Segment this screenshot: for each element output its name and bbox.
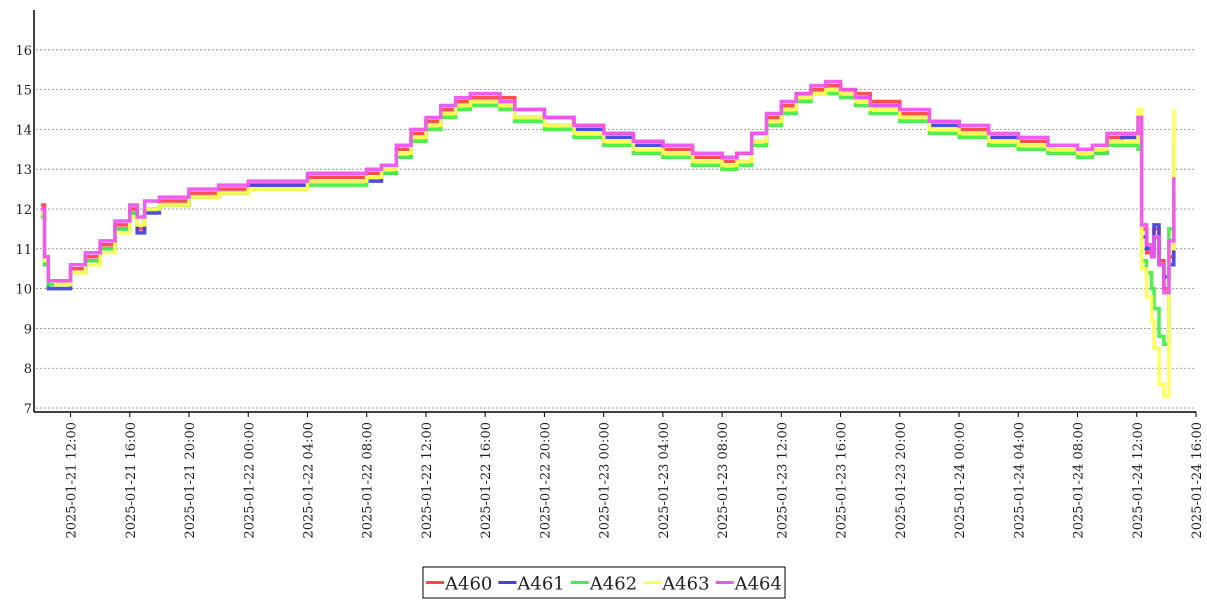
y-tick-label: 7 (24, 402, 32, 417)
x-tick-label: 2025-01-22 08:00 (361, 422, 376, 539)
y-tick-label: 11 (15, 243, 32, 258)
x-tick-label: 2025-01-24 08:00 (1072, 422, 1087, 539)
x-tick-label: 2025-01-22 04:00 (301, 422, 316, 539)
x-tick-label: 2025-01-23 16:00 (835, 422, 850, 539)
legend-label: A463 (661, 574, 709, 595)
x-tick-label: 2025-01-23 20:00 (894, 422, 909, 539)
x-tick-label: 2025-01-22 16:00 (479, 422, 494, 539)
series-line-a464 (40, 79, 1176, 295)
x-tick-label: 2025-01-21 16:00 (124, 422, 139, 539)
x-tick-label: 2025-01-23 00:00 (598, 422, 613, 539)
y-tick-label: 13 (15, 163, 32, 178)
series-line-a460 (40, 83, 1176, 291)
x-tick-label: 2025-01-23 04:00 (657, 422, 672, 539)
y-tick-label: 15 (15, 84, 32, 99)
y-tick-label: 12 (15, 203, 32, 218)
legend: A460 A461 A462 A463 A464 (422, 566, 786, 599)
x-tick-label: 2025-01-23 08:00 (716, 422, 731, 539)
y-tick-label: 10 (15, 283, 32, 298)
x-tick-label: 2025-01-22 00:00 (242, 422, 257, 539)
axes (33, 10, 1196, 413)
y-tick-label: 16 (15, 44, 32, 59)
gridlines (36, 49, 1196, 409)
legend-label: A464 (734, 574, 782, 595)
y-tick-label: 8 (24, 362, 32, 377)
series-line-a462 (40, 91, 1176, 347)
series-lines (40, 79, 1176, 398)
x-tick-label: 2025-01-24 16:00 (1190, 422, 1205, 539)
x-axis-ticks: 2025-01-21 12:00 2025-01-21 16:00 2025-01-… (65, 412, 1205, 539)
legend-label: A462 (589, 574, 637, 595)
y-axis-ticks: 7 8 9 10 11 12 13 14 15 16 (15, 44, 32, 417)
x-tick-label: 2025-01-24 00:00 (953, 422, 968, 539)
x-tick-label: 2025-01-23 12:00 (775, 422, 790, 539)
x-tick-label: 2025-01-22 20:00 (538, 422, 553, 539)
x-tick-label: 2025-01-21 12:00 (65, 422, 80, 539)
x-tick-label: 2025-01-24 12:00 (1131, 422, 1146, 539)
y-tick-label: 9 (24, 322, 32, 337)
x-tick-label: 2025-01-22 12:00 (420, 422, 435, 539)
y-tick-label: 14 (15, 123, 32, 138)
legend-label: A460 (444, 574, 492, 595)
x-tick-label: 2025-01-21 20:00 (183, 422, 198, 539)
series-line-a463 (40, 87, 1176, 398)
x-tick-label: 2025-01-24 04:00 (1012, 422, 1027, 539)
legend-label: A461 (516, 574, 564, 595)
